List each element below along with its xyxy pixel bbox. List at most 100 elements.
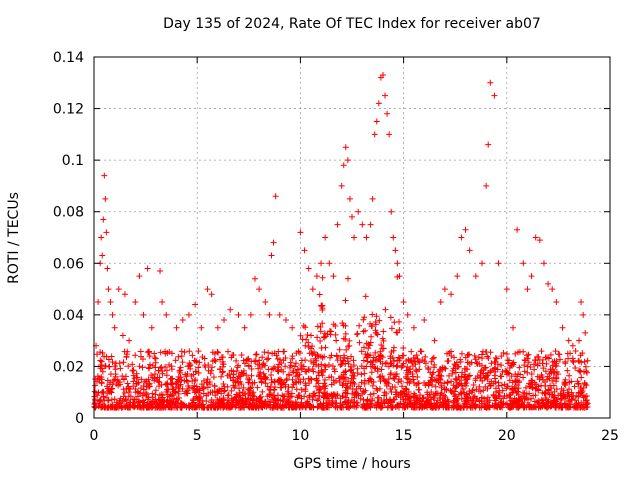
noise-point	[578, 402, 585, 409]
noise-point	[452, 384, 459, 391]
noise-point	[453, 359, 460, 366]
noise-point	[531, 366, 538, 373]
noise-point	[98, 404, 105, 411]
noise-point	[346, 337, 353, 344]
plot-frame	[93, 56, 611, 419]
noise-point	[568, 397, 575, 404]
noise-point	[492, 354, 499, 361]
noise-point	[558, 385, 565, 392]
noise-point	[581, 393, 588, 400]
noise-point	[209, 364, 216, 371]
data-point	[540, 260, 547, 267]
noise-point	[528, 371, 535, 378]
noise-point	[530, 392, 537, 399]
noise-point	[534, 362, 541, 369]
noise-point	[248, 372, 255, 379]
noise-point	[520, 374, 527, 381]
data-point	[204, 286, 211, 293]
noise-point	[506, 364, 513, 371]
noise-point	[539, 403, 546, 410]
noise-point	[324, 400, 331, 407]
noise-point	[541, 390, 548, 397]
noise-point	[333, 400, 340, 407]
noise-point	[149, 394, 156, 401]
data-points	[91, 72, 591, 411]
noise-point	[237, 378, 244, 385]
noise-point	[171, 404, 178, 411]
data-point	[431, 337, 438, 344]
noise-point	[117, 381, 124, 388]
noise-point	[496, 393, 503, 400]
noise-point	[368, 333, 375, 340]
data-point	[301, 247, 308, 254]
noise-point	[577, 385, 584, 392]
noise-point	[162, 350, 169, 357]
noise-point	[375, 401, 382, 408]
noise-point	[98, 379, 105, 386]
noise-point	[274, 404, 281, 411]
noise-point	[562, 395, 569, 402]
noise-point	[257, 393, 264, 400]
data-point	[359, 221, 366, 228]
noise-point	[431, 364, 438, 371]
noise-point	[246, 401, 253, 408]
noise-point	[172, 357, 179, 364]
noise-point	[204, 384, 211, 391]
noise-point	[130, 367, 137, 374]
noise-point	[97, 349, 104, 356]
noise-point	[336, 346, 343, 353]
noise-point	[460, 385, 467, 392]
noise-point	[392, 391, 399, 398]
noise-point	[262, 376, 269, 383]
noise-point	[133, 374, 140, 381]
noise-point	[258, 404, 265, 411]
noise-point	[202, 364, 209, 371]
data-point	[375, 100, 382, 107]
noise-point	[230, 396, 237, 403]
noise-point	[299, 336, 306, 343]
noise-point	[238, 351, 245, 358]
noise-point	[513, 397, 520, 404]
noise-point	[164, 389, 171, 396]
noise-point	[454, 396, 461, 403]
data-point	[251, 275, 258, 282]
noise-point	[273, 398, 280, 405]
y-axis-label: ROTI / TECUs	[6, 192, 22, 284]
data-point	[390, 234, 397, 241]
data-point	[262, 298, 269, 305]
noise-point	[388, 348, 395, 355]
noise-point	[315, 380, 322, 387]
noise-point	[486, 397, 493, 404]
noise-point	[461, 389, 468, 396]
data-point	[503, 286, 510, 293]
noise-point	[231, 384, 238, 391]
noise-point	[137, 348, 144, 355]
noise-point	[126, 389, 133, 396]
noise-point	[221, 387, 228, 394]
noise-point	[343, 384, 350, 391]
noise-point	[516, 364, 523, 371]
noise-point	[506, 394, 513, 401]
noise-point	[111, 363, 118, 370]
data-point	[472, 273, 479, 280]
noise-point	[364, 358, 371, 365]
noise-point	[478, 404, 485, 411]
noise-point	[564, 367, 571, 374]
noise-point	[503, 351, 510, 358]
noise-point	[288, 390, 295, 397]
y-tick-label: 0.04	[53, 308, 84, 324]
noise-point	[572, 347, 579, 354]
noise-point	[448, 389, 455, 396]
noise-point	[166, 400, 173, 407]
data-point	[514, 226, 521, 233]
noise-point	[183, 403, 190, 410]
noise-point	[289, 353, 296, 360]
noise-point	[384, 379, 391, 386]
noise-point	[298, 386, 305, 393]
noise-point	[278, 380, 285, 387]
noise-point	[429, 382, 436, 389]
noise-point	[295, 393, 302, 400]
noise-point	[199, 385, 206, 392]
noise-point	[472, 356, 479, 363]
noise-point	[181, 349, 188, 356]
